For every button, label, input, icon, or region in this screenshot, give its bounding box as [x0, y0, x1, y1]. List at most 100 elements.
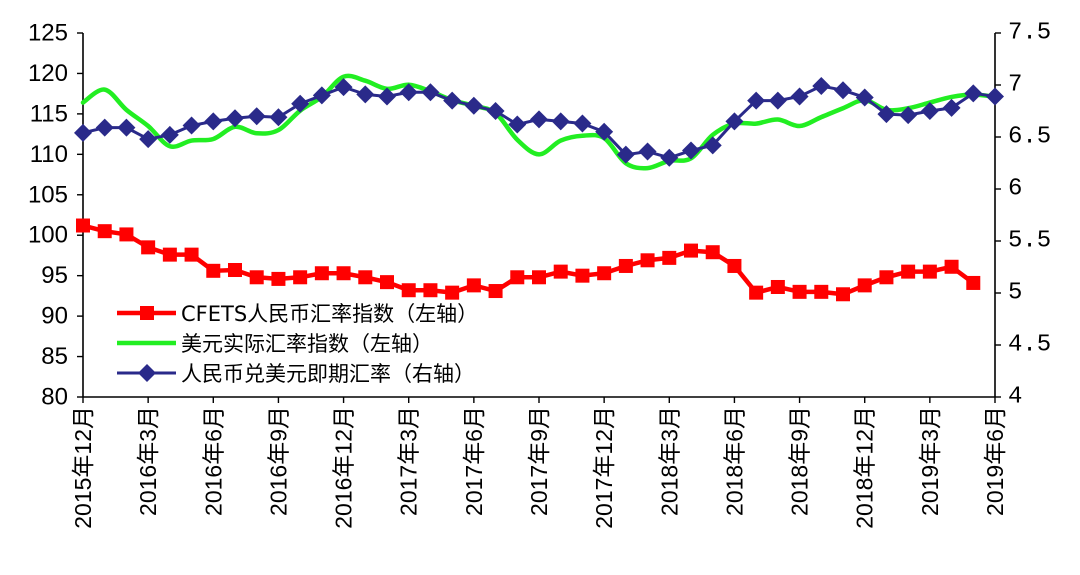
left-axis-tick-label: 120 — [28, 60, 68, 87]
cfets-point — [879, 270, 894, 285]
usdcny-point — [334, 78, 353, 97]
x-axis-tick-label: 2018年12月 — [852, 406, 878, 529]
cfets-point — [119, 227, 134, 242]
usdcny-point — [421, 83, 440, 102]
usdcny-point — [95, 118, 114, 137]
cfets-point — [640, 253, 655, 268]
left-axis-tick-label: 105 — [28, 181, 68, 208]
cfets-point — [922, 264, 937, 279]
left-axis-tick-label: 80 — [41, 384, 68, 411]
usdcny-point — [920, 102, 939, 120]
usdcny-point — [443, 91, 462, 110]
legend-item-cfets: CFETS人民币汇率指数（左轴） — [117, 302, 478, 326]
legend-item-usd-reer: 美元实际汇率指数（左轴） — [117, 332, 433, 356]
usdcny-point — [464, 96, 483, 115]
right-axis-tick-label: 4 — [1008, 384, 1022, 411]
right-axis-tick-label: 5 — [1008, 280, 1022, 307]
cfets-point — [488, 284, 503, 299]
usdcny-point — [682, 141, 700, 160]
usdcny-point — [269, 108, 288, 127]
cfets-point — [401, 283, 416, 298]
x-axis-tick-label: 2017年6月 — [461, 406, 487, 516]
usdcny-point — [117, 118, 136, 137]
cfets-point — [575, 268, 590, 283]
x-axis-tick-label: 2017年9月 — [526, 406, 552, 516]
cfets-point — [76, 218, 90, 233]
cfets-point — [770, 279, 785, 294]
series-cfets — [76, 218, 981, 302]
legend: CFETS人民币汇率指数（左轴） 美元实际汇率指数（左轴） 人民币兑美元即期汇率… — [117, 302, 478, 386]
usdcny-point — [899, 106, 918, 125]
x-axis-tick-label: 2016年12月 — [331, 406, 357, 529]
usdcny-point — [573, 114, 592, 133]
x-axis-tick-label: 2018年3月 — [656, 406, 682, 516]
cfets-point — [510, 270, 525, 285]
cfets-point — [705, 245, 720, 260]
x-axis-ticks: 2015年12月 2016年3月 2016年6月 2016年9月 2016年12月 201… — [70, 397, 1008, 529]
usdcny-point — [160, 125, 179, 144]
left-axis-tick-label: 90 — [41, 303, 68, 330]
series-usdcny — [74, 77, 1004, 167]
x-axis-tick-label: 2015年12月 — [70, 406, 96, 529]
usdcny-point — [725, 112, 744, 131]
x-axis-tick-label: 2016年9月 — [265, 406, 291, 516]
x-axis-tick-label: 2017年12月 — [591, 406, 617, 529]
cfets-point — [228, 263, 242, 278]
cfets-point — [423, 283, 438, 298]
usdcny-point — [747, 91, 766, 110]
cfets-point — [336, 266, 351, 281]
usdcny-point — [139, 130, 158, 149]
cfets-point — [814, 284, 829, 299]
cfets-point — [857, 278, 872, 293]
right-axis-tick-label: 6.5 — [1008, 124, 1051, 151]
cfets-point — [944, 259, 959, 274]
left-axis-tick-label: 125 — [28, 20, 68, 47]
usdcny-point — [508, 115, 527, 134]
usdcny-point — [356, 85, 375, 104]
left-axis-tick-label: 100 — [28, 222, 68, 249]
right-axis-tick-label: 7.5 — [1008, 20, 1051, 47]
legend-label-cfets: CFETS人民币汇率指数（左轴） — [181, 302, 478, 326]
usdcny-point — [399, 83, 418, 102]
usdcny-point — [790, 87, 809, 106]
cfets-point — [293, 270, 308, 285]
usdcny-point — [378, 87, 396, 106]
left-axis-ticks: 80 85 90 95 100 105 110 115 120 125 — [28, 20, 83, 411]
usdcny-point — [660, 148, 679, 167]
usdcny-point — [768, 91, 787, 110]
usdcny-point — [964, 84, 983, 103]
legend-label-usd-reer: 美元实际汇率指数（左轴） — [181, 332, 433, 356]
usdcny-point — [551, 112, 570, 131]
cfets-point — [97, 224, 112, 239]
usdcny-point — [616, 145, 635, 164]
usdcny-point — [530, 110, 548, 129]
cfets-point — [466, 278, 481, 293]
cfets-point — [532, 270, 546, 285]
left-axis-tick-label: 115 — [30, 100, 68, 127]
x-axis-tick-label: 2018年6月 — [721, 406, 747, 516]
usdcny-point — [291, 94, 310, 113]
left-axis-tick-label: 110 — [30, 141, 68, 168]
left-axis-tick-label: 95 — [41, 262, 68, 289]
cfets-point — [141, 240, 156, 255]
usdcny-point — [182, 116, 201, 135]
cfets-point — [966, 275, 981, 290]
cfets-point — [445, 285, 460, 300]
usdcny-point — [855, 88, 874, 107]
cfets-point — [358, 270, 373, 285]
legend-square-marker — [140, 306, 154, 320]
legend-diamond-marker — [138, 364, 156, 382]
series-layer — [74, 73, 1004, 302]
cfets-point — [249, 270, 264, 285]
usdcny-point — [812, 77, 831, 96]
left-axis-tick-label: 85 — [41, 343, 68, 370]
cfets-point — [618, 258, 633, 273]
cfets-point — [749, 285, 764, 300]
usdcny-point — [986, 87, 1004, 106]
series-cfets-line — [80, 223, 976, 297]
x-axis-tick-label: 2018年9月 — [787, 406, 813, 516]
cfets-point — [206, 263, 221, 278]
legend-item-usdcny: 人民币兑美元即期汇率（右轴） — [117, 362, 475, 386]
cfets-point — [162, 247, 177, 262]
